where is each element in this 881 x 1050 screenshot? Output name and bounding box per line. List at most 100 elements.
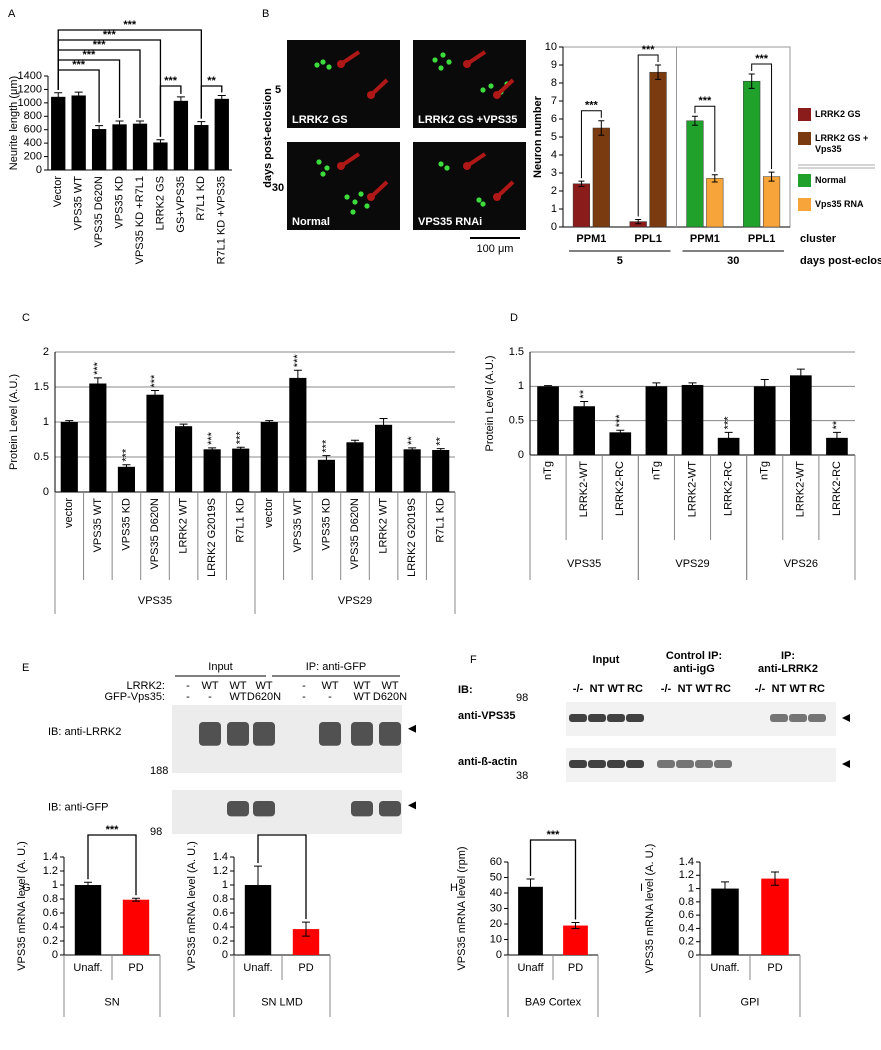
x-tick-label: VPS35 WT [92,498,104,553]
bar [153,142,168,170]
error-bar [578,180,585,187]
error-bar [93,377,102,390]
panel-letter: G [22,882,31,894]
bar [91,129,107,170]
bar [260,422,278,492]
bar [375,424,393,492]
bar [214,98,229,170]
x-tick-label: VPS35 WT [73,176,85,231]
y-tick-label: 7 [551,95,557,107]
x-tick-label: PD [767,962,782,974]
neuron-dot [364,203,370,209]
legend-swatch [798,132,811,145]
group-label: VPS29 [675,558,709,570]
error-bar [65,420,74,424]
x-tick-label: LRRK2-WT [686,461,698,518]
bar [790,375,812,455]
significance-label: *** [164,75,178,87]
neuron-dot [326,64,332,70]
group-label: 5 [617,255,623,267]
neuron-dot [316,159,322,165]
neuron-dot [438,65,444,71]
y-tick-label: 0 [43,486,49,498]
significance-label: *** [292,354,304,368]
error-bar [598,120,605,136]
blot-label: anti-ß-actin [458,756,518,768]
arrow-head [367,91,375,99]
x-tick-label: PD [568,962,583,974]
bar [537,386,559,455]
legend-label: LRRK2 GS [815,109,861,119]
lane-label: RC [809,683,825,695]
panel-letter: C [22,312,30,324]
mw-marker: 98 [150,826,162,838]
error-bar [688,382,697,388]
y-tick-label: 0.6 [43,907,58,919]
y-tick-label: 0.4 [43,921,58,933]
arrow-head [337,162,345,170]
band [351,801,373,817]
bar [592,127,610,228]
neuron-dot [350,209,356,215]
y-tick-label: 200 [24,150,42,162]
bar [563,925,588,955]
row-title: days post-eclosion [262,88,274,188]
error-bar [771,871,779,886]
y-tick-label: 1 [52,879,58,891]
band [227,801,249,817]
error-bar [748,73,755,89]
error-bar [197,121,206,129]
bar [686,120,704,228]
lane-label: WT [201,680,218,692]
lane-label: WT [229,680,246,692]
neuron-dot [488,83,494,89]
lane-label: -/- [661,683,672,695]
x-tick-label: LRRK2 GS [154,176,166,230]
bar [60,422,78,492]
error-bar [652,382,661,391]
band [319,722,341,746]
band [770,714,788,722]
panel-letter: I [640,882,643,894]
bar [706,178,724,228]
significance-bracket [57,59,121,118]
bar [753,386,776,455]
x-tick-label: VPS35 KD [320,498,332,551]
bar [194,125,209,170]
bar [711,888,739,955]
neuron-dot [440,52,446,58]
band [199,722,221,746]
lane-label: RC [627,683,643,695]
y-tick-label: 4 [551,149,557,161]
band-arrow [842,760,850,768]
x-tick-label: Unaff. [73,962,102,974]
blot-label: anti-VPS35 [458,710,515,722]
x-tick-label: vector [263,498,275,528]
y-tick-label: 1.2 [213,865,228,877]
band [379,722,401,746]
y-tick-label: 0 [36,164,42,176]
significance-label: *** [755,53,769,65]
band [253,801,275,817]
x-tick-label: Vector [52,176,64,208]
significance-label: *** [92,361,104,375]
bar [572,183,591,228]
y-tick-label: 60 [490,856,502,868]
neuron-dot [324,165,330,171]
lane-label: WT [607,683,624,695]
significance-label: *** [93,39,107,51]
y-tick-label: 1.4 [679,856,694,868]
y-tick-label: 600 [24,124,42,136]
panel-letter: E [22,662,29,674]
y-tick-label: 1.5 [509,346,524,358]
blot-label: IB: anti-LRRK2 [48,726,121,738]
legend-label: Normal [815,175,847,185]
mw-marker: 188 [150,765,168,777]
group-label: SN [104,996,119,1008]
bar [173,100,189,170]
lane-label: - [208,691,212,703]
image-label: VPS35 RNAi [418,216,482,228]
band-arrow [408,801,416,810]
significance-label: ** [578,389,590,398]
significance-label: *** [106,824,120,836]
